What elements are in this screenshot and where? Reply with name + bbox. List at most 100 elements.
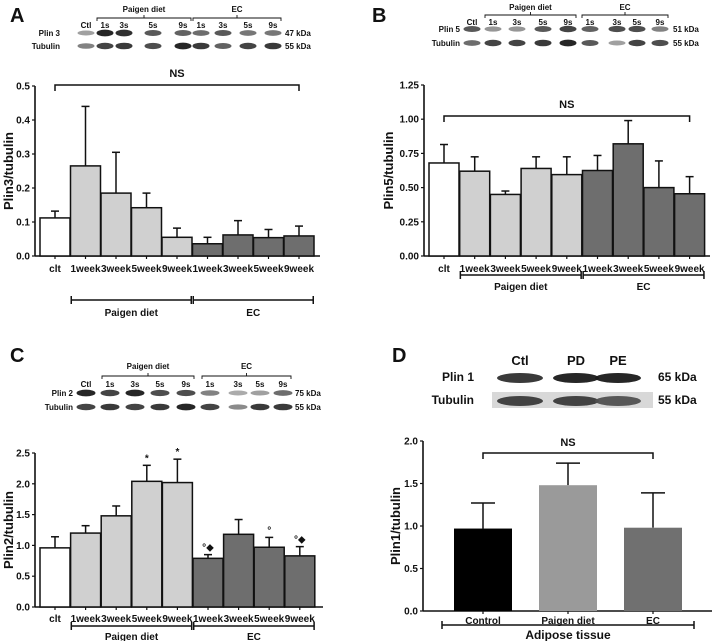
bar-5week [252, 236, 285, 257]
ns-label: NS [560, 437, 575, 449]
blot-band [534, 39, 552, 47]
x-tick-label: 3week [224, 614, 254, 625]
panel-label-d: D [392, 345, 406, 367]
x-tick-label: clt [438, 264, 450, 275]
blot-band [497, 396, 543, 406]
lane-label: 1s [101, 21, 110, 30]
x-tick-label: 1week [71, 614, 101, 625]
blot-band [628, 39, 646, 47]
panel-label-c: C [10, 345, 24, 367]
blot-band [214, 43, 232, 49]
y-tick-label: 0.5 [16, 82, 30, 93]
blot-row-label: Tubulin [432, 39, 460, 48]
x-tick-label: 3week [613, 264, 643, 275]
x-tick-label: 9week [285, 614, 315, 625]
blot-band [497, 373, 543, 383]
blot-band [651, 26, 669, 32]
blot-band [553, 396, 599, 406]
lane-group-bracket [581, 12, 669, 18]
x-tick-label: 1week [192, 264, 222, 275]
y-tick-label: 0.75 [400, 149, 420, 160]
group-bracket [70, 622, 193, 630]
western-blot-a: Paigen diet EC Ctl 1s 3s 5s 9s 1s 3s 5s 9s Plin 3 47… [32, 5, 312, 51]
panel-label-a: A [10, 5, 24, 27]
significance-marker: * [175, 447, 179, 458]
blot-band [200, 390, 220, 396]
y-tick-label: 0.5 [404, 564, 418, 575]
blot-band [96, 29, 114, 37]
x-tick-label: clt [49, 614, 61, 625]
blot-band [144, 29, 162, 37]
bar-1week [69, 165, 102, 257]
lane-label: 3s [234, 380, 243, 389]
x-tick-label: 5week [131, 264, 161, 275]
x-tick-label: 9week [284, 264, 314, 275]
blot-band [77, 43, 95, 49]
blot-band [273, 403, 293, 411]
bar-5week [130, 206, 163, 257]
group-bracket-label: Paigen diet [494, 282, 548, 293]
blot-band [76, 389, 96, 397]
blot-band [200, 403, 220, 411]
x-tick-label: 5week [644, 264, 674, 275]
group-bracket-label: Paigen diet [105, 632, 159, 641]
x-tick-label: 3week [490, 264, 520, 275]
blot-band [239, 30, 257, 36]
y-tick-label: 0.2 [16, 184, 30, 195]
blot-band [192, 30, 210, 36]
blot-band [100, 403, 120, 411]
bar-3week [222, 234, 254, 257]
x-tick-label: Control [465, 616, 501, 627]
y-tick-label: 2.0 [404, 437, 418, 448]
y-tick-label: 1.0 [404, 522, 418, 533]
x-tick-label: 9week [162, 264, 192, 275]
bar-5week [131, 480, 163, 608]
x-tick-label: 5week [132, 614, 162, 625]
group-bracket [192, 296, 314, 304]
x-tick-label: 5week [253, 264, 283, 275]
bar-9week [161, 236, 193, 257]
x-tick-label: 1week [460, 264, 490, 275]
blot-band [176, 389, 196, 397]
lane-label: 9s [564, 18, 573, 27]
blot-band [508, 39, 526, 47]
y-tick-label: 0.0 [16, 252, 30, 263]
bar-3week [100, 192, 132, 257]
bar-1week [192, 557, 224, 608]
lane-label: 9s [656, 18, 665, 27]
x-tick-label: 1week [193, 614, 223, 625]
blot-band [176, 403, 196, 411]
x-tick-label: 5week [521, 264, 551, 275]
x-tick-label: 9week [552, 264, 582, 275]
lane-label: 5s [156, 380, 165, 389]
lane-label: 3s [120, 21, 129, 30]
lane-label: PE [609, 353, 627, 368]
panel-label-b: B [372, 5, 386, 27]
lane-group-label: Paigen diet [509, 3, 552, 12]
blot-size-label: 55 kDa [285, 42, 311, 51]
bar-9week [161, 481, 194, 608]
blot-band [608, 40, 626, 46]
y-axis-label: Plin2/tubulin [1, 491, 16, 569]
y-tick-label: 2.0 [16, 479, 30, 490]
blot-band [174, 42, 192, 50]
group-bracket [582, 271, 705, 279]
bar-5week [643, 186, 675, 257]
group-bracket-label: Paigen diet [105, 308, 159, 319]
ns-bracket [443, 115, 691, 122]
lane-label: 1s [197, 21, 206, 30]
lane-group-label: EC [619, 3, 630, 12]
group-bracket-label: EC [247, 632, 261, 641]
blot-band [239, 42, 257, 50]
bar-chart-plin5: 0.00 0.25 0.50 0.75 1.00 1.25 Plin5/tubulin clt… [381, 81, 710, 293]
y-tick-label: 1.0 [16, 541, 30, 552]
group-bracket-label: Adipose tissue [525, 628, 611, 641]
blot-band [115, 29, 133, 37]
blot-band [76, 403, 96, 411]
significance-marker: °◆ [294, 535, 306, 546]
blot-band [192, 42, 210, 50]
x-tick-label: EC [646, 616, 660, 627]
lane-label: 3s [513, 18, 522, 27]
